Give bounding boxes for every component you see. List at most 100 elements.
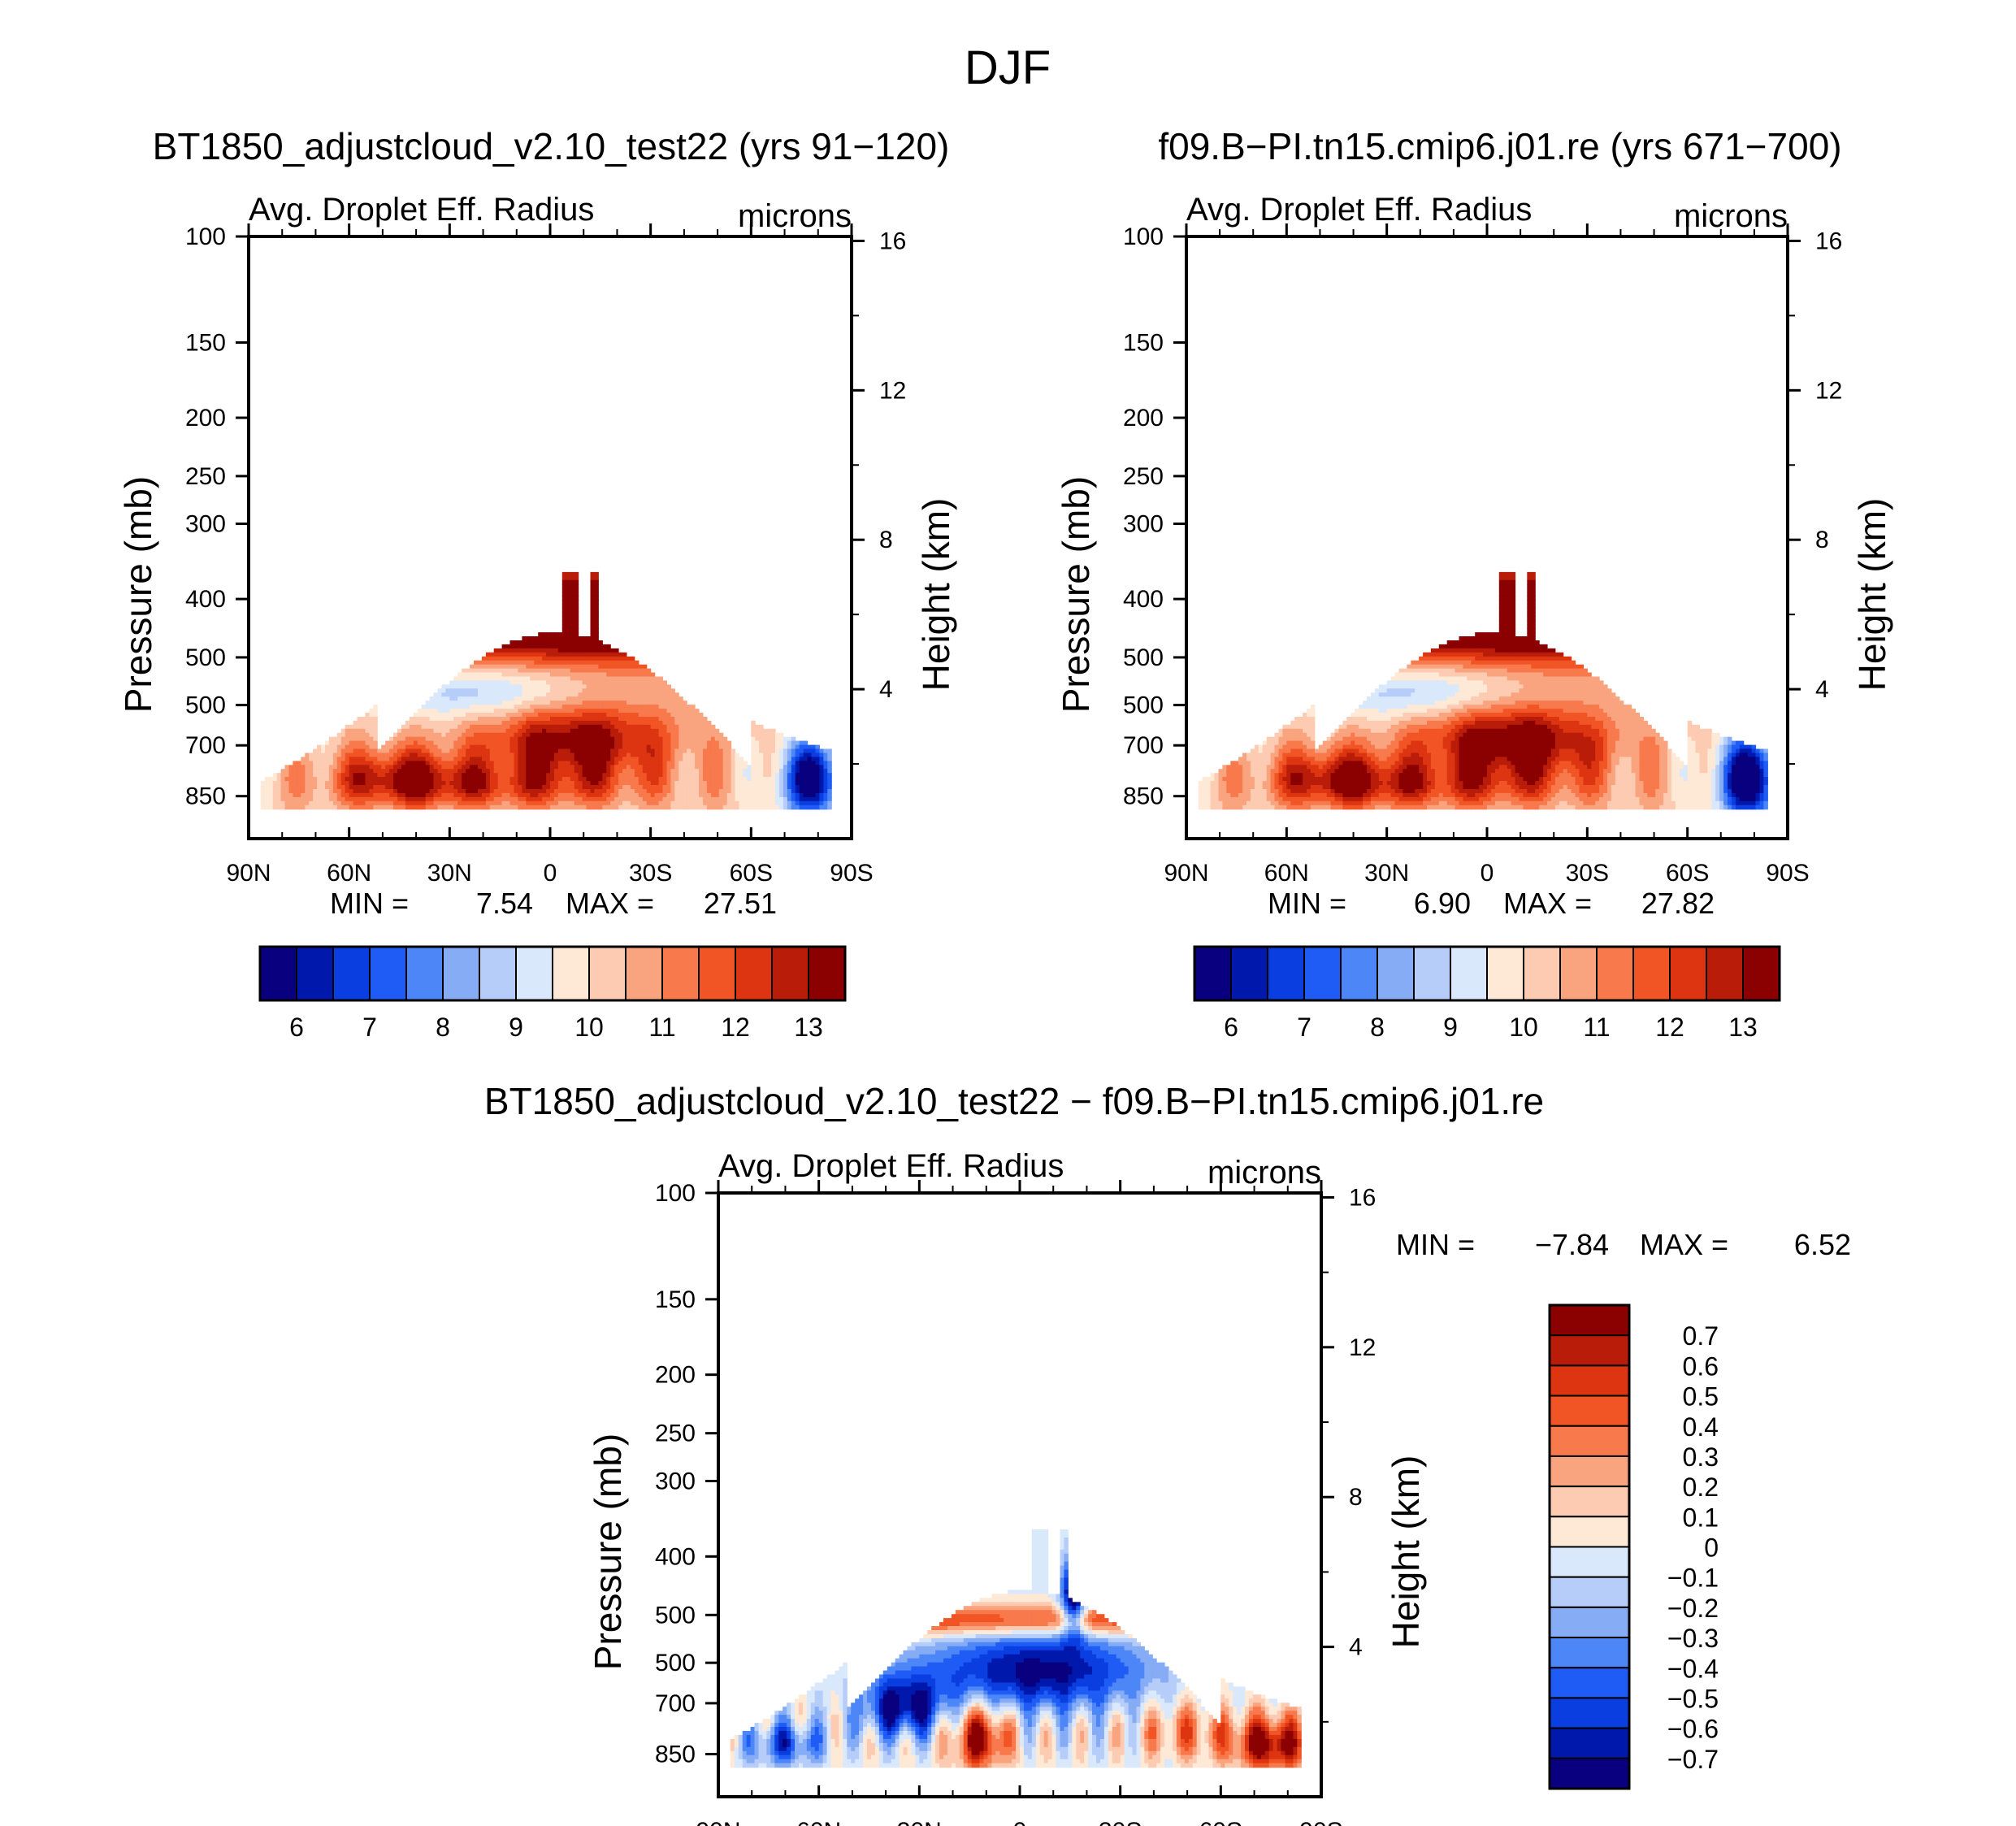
contour-cell [1579,668,1584,674]
contour-cell [550,769,555,774]
contour-cell [542,660,547,666]
contour-cell [453,785,458,790]
contour-cell [751,792,756,798]
contour-cell [799,781,804,786]
contour-cell [1403,688,1407,693]
contour-cell [462,676,466,681]
contour-cell [795,748,800,753]
contour-cell [618,748,623,753]
contour-cell [1434,648,1440,653]
contour-cell [1407,668,1411,674]
contour-cell [714,789,720,794]
contour-cell [474,753,479,757]
contour-cell [365,792,370,798]
contour-cell [626,728,631,734]
contour-cell [602,660,607,666]
contour-cell [437,692,442,697]
contour-cell [373,757,378,761]
contour-cell [522,696,527,701]
contour-cell [1494,652,1500,657]
contour-cell [1519,668,1524,674]
contour-cell [614,800,619,806]
contour-cell [722,757,728,761]
contour-cell [658,761,664,766]
contour-cell [1554,700,1560,705]
contour-cell [755,757,760,761]
contour-cell [437,781,442,786]
contour-cell [747,796,752,802]
contour-cell [1467,644,1472,649]
contour-cell [683,736,687,742]
y-tick-label: 700 [185,732,226,759]
contour-cell [570,781,575,786]
contour-cell [602,753,607,757]
contour-cell [1527,632,1532,637]
contour-cell [373,748,378,753]
contour-cell [1442,660,1448,666]
contour-cell [590,644,595,649]
contour-cell [759,785,764,790]
contour-cell [280,769,286,774]
contour-cell [718,805,724,810]
contour-cell [646,724,652,730]
contour-cell [570,588,575,593]
contour-cell [397,748,402,753]
contour-cell [553,800,559,806]
contour-cell [474,728,479,734]
contour-cell [687,765,692,770]
contour-cell [557,732,563,738]
contour-cell [767,728,772,734]
contour-cell [345,789,350,794]
contour-cell [1483,664,1488,670]
contour-cell [501,709,507,713]
contour-cell [530,660,535,666]
contour-cell [542,668,547,674]
contour-cell [679,789,683,794]
contour-cell [1507,612,1512,617]
contour-cell [679,744,683,750]
contour-cell [534,748,539,753]
contour-cell [1511,575,1516,581]
contour-cell [710,777,716,782]
contour-cell [1507,660,1512,666]
contour-cell [336,748,342,753]
contour-cell [1547,684,1552,689]
contour-cell [478,773,483,778]
contour-cell [638,684,644,689]
contour-cell [268,800,274,806]
contour-cell [429,761,435,766]
contour-cell [1515,700,1520,705]
contour-cell [328,789,334,794]
contour-cell [561,632,567,637]
contour-cell [445,748,450,753]
contour-cell [534,736,539,742]
contour-cell [674,728,679,734]
contour-cell [518,753,522,757]
contour-cell [803,773,809,778]
contour-cell [1487,696,1492,701]
colorbar-label: 7 [362,1013,377,1042]
contour-cell [328,800,334,806]
contour-cell [489,773,495,778]
contour-cell [538,753,543,757]
contour-cell [1611,705,1616,709]
contour-cell [710,800,716,806]
contour-cell [526,769,531,774]
contour-cell [485,652,491,657]
contour-cell [514,648,518,653]
contour-cell [538,680,543,685]
contour-cell [1430,680,1436,685]
contour-cell [1430,668,1436,674]
contour-cell [763,796,768,802]
contour-cell [1419,664,1424,670]
contour-cell [561,761,567,766]
contour-cell [340,736,346,742]
contour-cell [783,796,788,802]
contour-cell [466,696,470,701]
contour-cell [522,732,527,738]
contour-cell [654,773,660,778]
contour-cell [634,789,639,794]
contour-cell [361,765,366,770]
contour-cell [466,684,470,689]
contour-cell [614,696,619,701]
